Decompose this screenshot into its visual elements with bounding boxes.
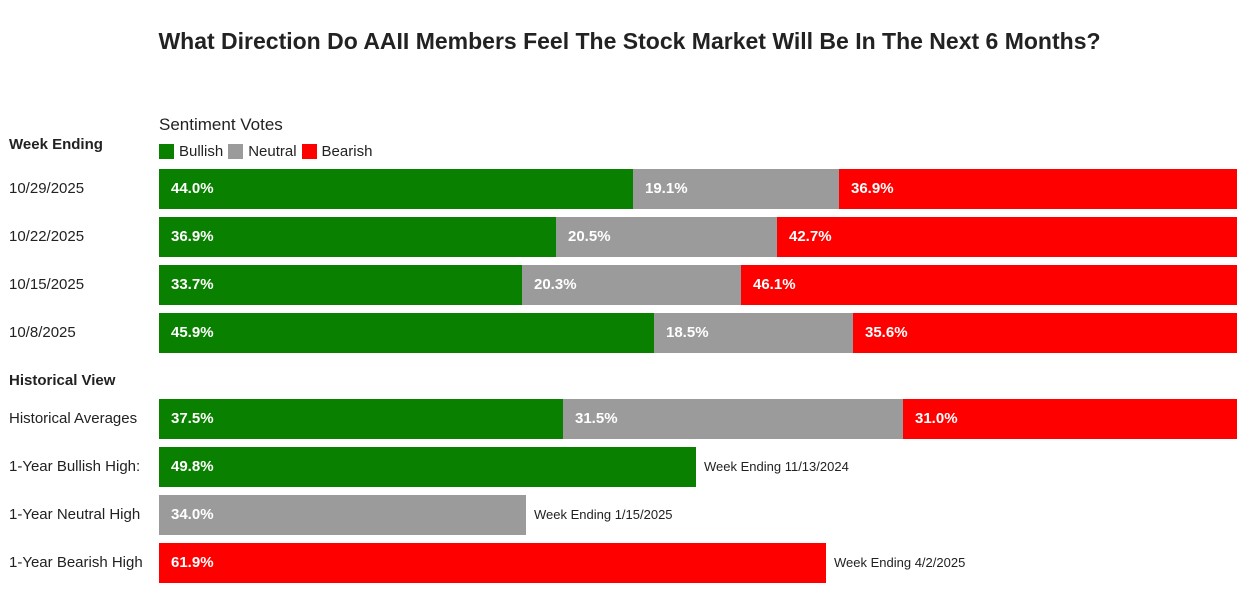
bar-segment-neutral: 18.5% (654, 313, 853, 353)
legend: Bullish Neutral Bearish (159, 143, 377, 160)
week-label: 10/29/2025 (9, 180, 85, 197)
high-bar-neutral: 34.0% (159, 495, 526, 535)
week-label: 10/8/2025 (9, 324, 76, 341)
legend-swatch-neutral (228, 144, 244, 159)
chart-title: What Direction Do AAII Members Feel The … (158, 28, 1101, 54)
week-bar-row: 33.7% 20.3% 46.1% (159, 265, 1237, 305)
week-bar-row: 45.9% 18.5% 35.6% (159, 313, 1237, 353)
bar-segment-bearish: 31.0% (903, 399, 1237, 439)
high-label-neutral: 1-Year Neutral High (9, 506, 141, 523)
legend-label-bullish: Bullish (179, 143, 224, 160)
high-bar-bullish: 49.8% (159, 447, 696, 487)
week-label: 10/22/2025 (9, 228, 85, 245)
bar-segment-bearish: 35.6% (853, 313, 1237, 353)
high-label-bearish: 1-Year Bearish High (9, 554, 143, 571)
bar-segment-neutral: 20.3% (522, 265, 741, 305)
bar-segment-neutral: 20.5% (556, 217, 777, 257)
week-bar-row: 44.0% 19.1% 36.9% (159, 169, 1237, 209)
high-bar-bearish: 61.9% (159, 543, 826, 583)
legend-item-bullish: Bullish (159, 143, 223, 160)
bar-segment-bullish: 33.7% (159, 265, 522, 305)
legend-swatch-bullish (159, 144, 174, 159)
legend-swatch-bearish (301, 144, 317, 159)
bar-segment-bullish: 36.9% (159, 217, 556, 257)
bar-segment-bullish: 45.9% (159, 313, 654, 353)
legend-label-neutral: Neutral (248, 143, 297, 160)
legend-label-bearish: Bearish (321, 143, 373, 160)
historical-averages-label: Historical Averages (9, 410, 138, 427)
high-note-bullish: Week Ending 11/13/2024 (704, 459, 849, 474)
bar-segment-bearish: 42.7% (777, 217, 1237, 257)
historical-averages-bar-row: 37.5% 31.5% 31.0% (159, 399, 1237, 439)
week-bar-row: 36.9% 20.5% 42.7% (159, 217, 1237, 257)
legend-item-bearish: Bearish (301, 143, 373, 160)
high-note-bearish: Week Ending 4/2/2025 (834, 555, 966, 570)
week-label: 10/15/2025 (9, 276, 85, 293)
bar-segment-bullish: 37.5% (159, 399, 563, 439)
bar-segment-bearish: 36.9% (839, 169, 1237, 209)
historical-view-header: Historical View (9, 372, 116, 389)
bar-segment-neutral: 19.1% (633, 169, 839, 209)
legend-title: Sentiment Votes (159, 115, 283, 134)
high-label-bullish: 1-Year Bullish High: (9, 458, 141, 475)
bar-segment-bullish: 44.0% (159, 169, 633, 209)
high-note-neutral: Week Ending 1/15/2025 (534, 507, 673, 522)
legend-item-neutral: Neutral (228, 143, 297, 160)
bar-segment-neutral: 31.5% (563, 399, 903, 439)
week-ending-header: Week Ending (9, 136, 103, 153)
bar-segment-bearish: 46.1% (741, 265, 1237, 305)
